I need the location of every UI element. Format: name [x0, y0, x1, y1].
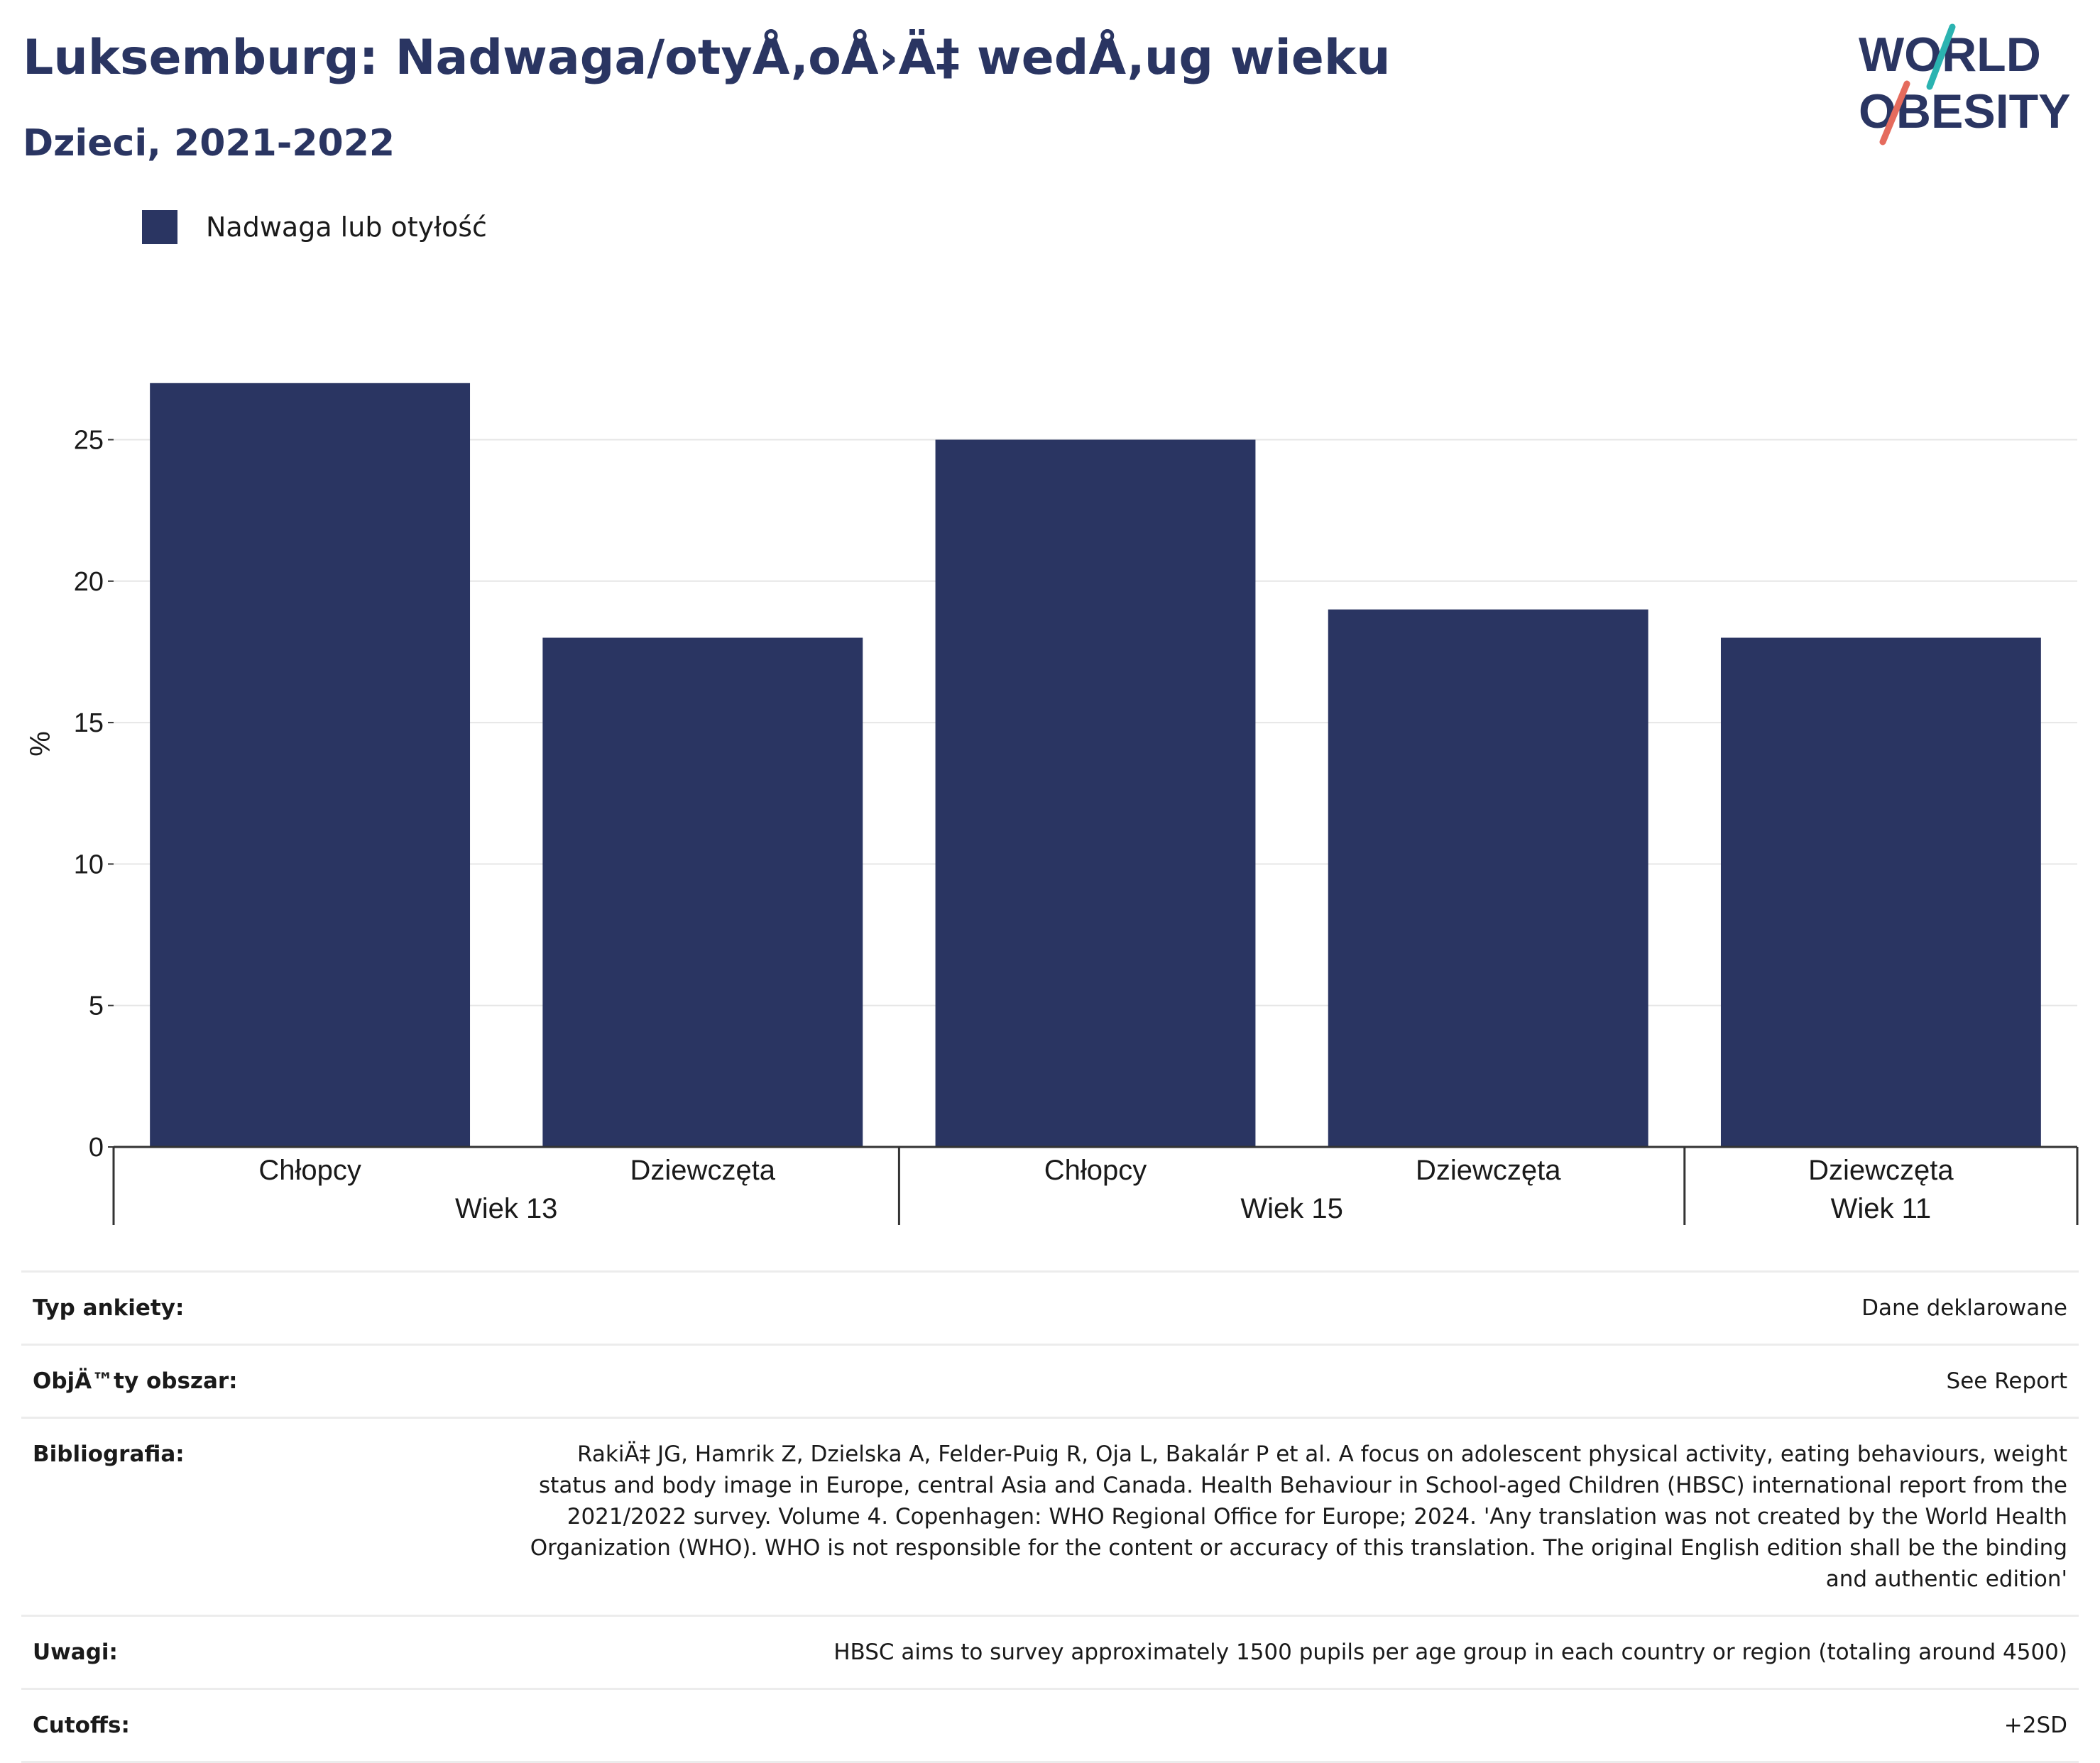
y-tick-label: 10 [74, 850, 104, 879]
meta-value: +2SD [2003, 1713, 2067, 1738]
meta-key: Cutoffs: [33, 1713, 130, 1738]
bar [935, 439, 1256, 1147]
meta-value: Dane deklarowane [1861, 1295, 2067, 1321]
y-axis-title: % [25, 731, 56, 757]
x-category-label: Dziewczęta [630, 1155, 776, 1186]
y-tick-label: 20 [74, 567, 104, 597]
y-tick-label: 5 [89, 992, 104, 1021]
meta-value: HBSC aims to survey approximately 1500 p… [833, 1640, 2067, 1665]
meta-row-notes: Uwagi: HBSC aims to survey approximately… [21, 1617, 2079, 1690]
chart-title: Luksemburg: Nadwaga/otyÅ‚oÅ›Ä‡ wedÅ‚ug w… [23, 30, 1391, 86]
x-group-label: Wiek 13 [455, 1193, 558, 1224]
meta-row-survey-type: Typ ankiety: Dane deklarowane [21, 1273, 2079, 1346]
bar [150, 383, 471, 1147]
logo-slash-coral [1879, 80, 1910, 145]
bar-chart: 0 5 10 15 20 25% Chłopcy Dziewczęta Chłopcy Dziew… [25, 383, 2079, 1225]
y-tick-label: 0 [89, 1133, 104, 1163]
legend-label: Nadwaga lub otyłość [206, 212, 487, 243]
x-category-label: Chłopcy [1044, 1155, 1147, 1186]
x-category-label: Chłopcy [258, 1155, 361, 1186]
x-category-label: Dziewczęta [1808, 1155, 1954, 1186]
chart-subtitle: Dzieci, 2021-2022 [23, 122, 395, 165]
meta-row-cutoffs: Cutoffs: +2SD [21, 1690, 2079, 1763]
legend: Nadwaga lub otyłość [142, 210, 487, 244]
x-category-label: Dziewczęta [1416, 1155, 1561, 1186]
meta-value: See Report [1946, 1368, 2067, 1394]
x-group-label: Wiek 15 [1240, 1193, 1343, 1224]
meta-key: Uwagi: [33, 1640, 118, 1665]
metadata-table: Typ ankiety: Dane deklarowane ObjÄ™ty ob… [21, 1270, 2079, 1763]
legend-swatch [142, 210, 177, 244]
bar [1720, 637, 2041, 1147]
y-tick-label: 25 [74, 426, 104, 456]
meta-value: RakiÄ‡ JG, Hamrik Z, Dzielska A, Felder-… [530, 1441, 2067, 1592]
meta-row-coverage: ObjÄ™ty obszar: See Report [21, 1346, 2079, 1419]
x-group-label: Wiek 11 [1831, 1193, 1932, 1224]
world-obesity-logo: WORLD OBESITY [1859, 23, 2071, 145]
y-tick-label: 15 [74, 708, 104, 738]
meta-row-bibliography: Bibliografia: RakiÄ‡ JG, Hamrik Z, Dziel… [21, 1419, 2079, 1617]
logo-slash-teal [1926, 23, 1956, 90]
meta-key: Typ ankiety: [33, 1295, 185, 1321]
meta-key: Bibliografia: [33, 1441, 185, 1467]
meta-key: ObjÄ™ty obszar: [33, 1368, 238, 1394]
bar [1328, 609, 1648, 1147]
bar [542, 637, 863, 1147]
